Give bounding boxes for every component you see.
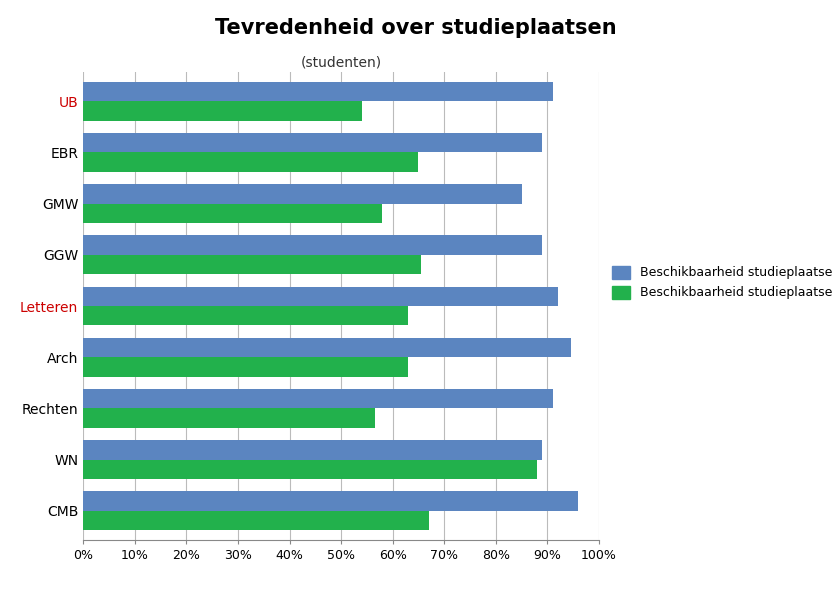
Bar: [83, 133, 542, 152]
Bar: [83, 511, 428, 530]
Bar: [83, 306, 409, 325]
Bar: [83, 255, 421, 274]
Bar: [83, 235, 542, 255]
Bar: [83, 409, 374, 428]
Bar: [83, 440, 542, 460]
Bar: [83, 357, 409, 377]
Bar: [83, 184, 522, 203]
Bar: [83, 203, 383, 223]
Bar: [83, 389, 552, 409]
Bar: [83, 460, 537, 479]
Bar: [83, 152, 418, 172]
Text: Tevredenheid over studieplaatsen: Tevredenheid over studieplaatsen: [215, 18, 617, 38]
Bar: [83, 338, 571, 357]
Legend: Beschikbaarheid studieplaatsen zonder pc, Beschikbaarheid studieplaatsen met pc: Beschikbaarheid studieplaatsen zonder pc…: [607, 261, 832, 304]
Bar: [83, 101, 362, 121]
Bar: [83, 82, 552, 101]
Title: (studenten): (studenten): [300, 55, 382, 70]
Bar: [83, 491, 578, 511]
Bar: [83, 287, 557, 306]
